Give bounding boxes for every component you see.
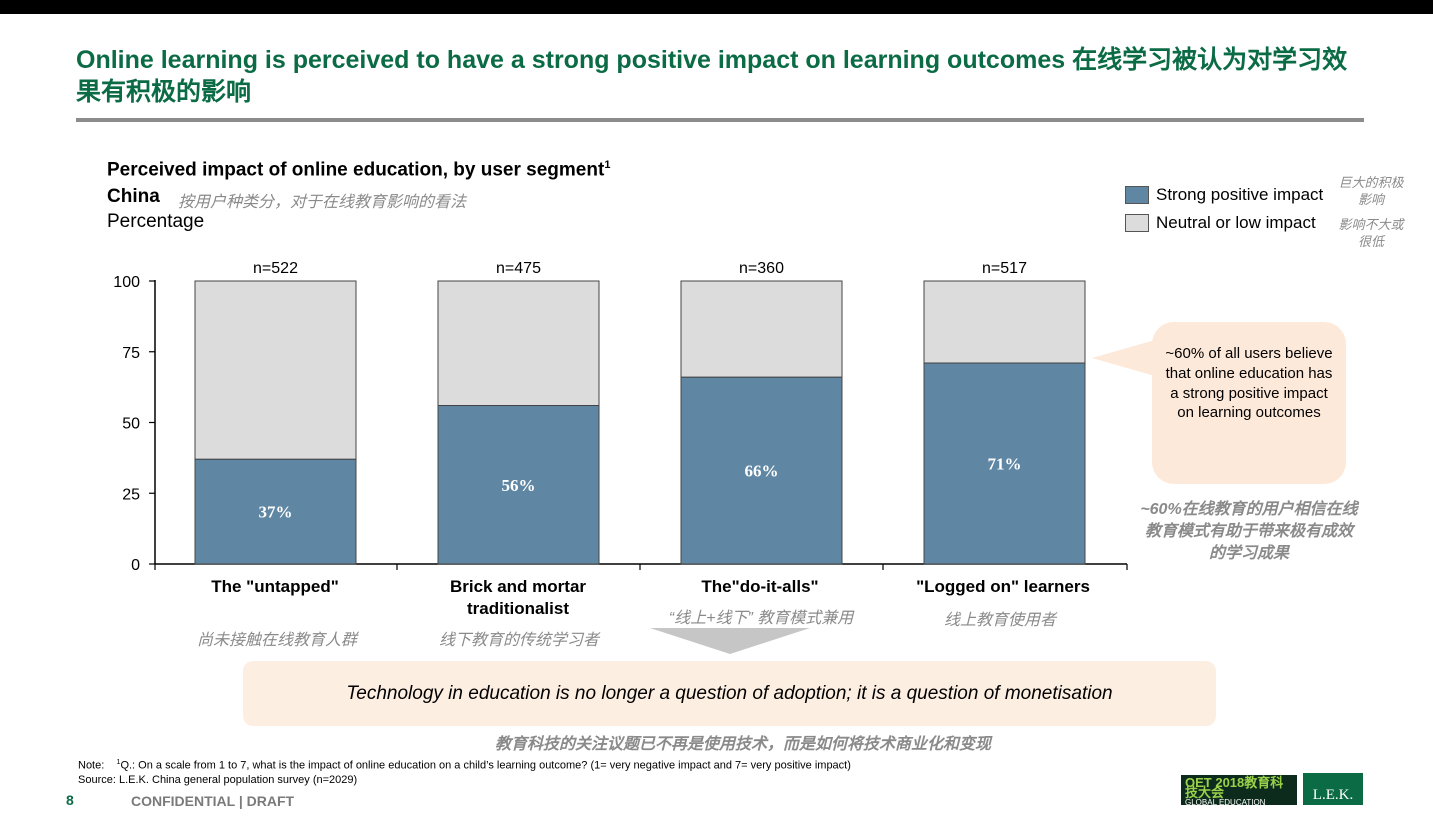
footnote-source-line: Source: L.E.K. China general population … — [78, 773, 851, 787]
sample-size-label: n=517 — [982, 260, 1027, 277]
y-tick-label: 25 — [122, 486, 140, 503]
legend-swatch-strong — [1125, 186, 1149, 204]
legend-label-neutral-cn: 影响不大或很低 — [1338, 217, 1404, 249]
bar-neutral — [680, 280, 843, 378]
chart-title-text: Perceived impact of online education, by… — [107, 159, 605, 181]
bar-value-label: 37% — [259, 503, 293, 522]
legend-label-neutral: Neutral or low impact — [1156, 213, 1316, 232]
oet-logo-subtitle: GLOBAL EDUCATION TECHNOLOGY — [1185, 798, 1266, 817]
top-black-bar — [0, 0, 1433, 14]
bar-strong — [680, 376, 843, 565]
oet-logo-title: OET 2018教育科技大会 — [1185, 775, 1284, 800]
footnote-note-label: Note: — [78, 759, 105, 772]
callout-text: ~60% of all users believe that online ed… — [1165, 345, 1333, 422]
footnote-source-label: Source: — [78, 773, 116, 786]
bar-strong — [194, 458, 357, 565]
category-label-logged-on: "Logged on" learners — [916, 577, 1090, 596]
chart-region: China — [107, 186, 160, 207]
conclusion-banner-text: Technology in education is no longer a q… — [346, 683, 1113, 704]
category-label-brick-mortar: Brick and mortar traditionalist — [449, 577, 587, 618]
callout-text-cn: ~60%在线教育的用户相信在线教育模式有助于带来极有成效的学习成果 — [1140, 501, 1358, 562]
bar-neutral — [194, 280, 357, 460]
page-number: 8 — [66, 792, 74, 808]
conclusion-banner-text-cn: 教育科技的关注议题已不再是使用技术，而是如何将技术商业化和变现 — [494, 736, 991, 753]
y-tick-label: 100 — [113, 274, 140, 291]
category-label-brick-mortar-cn: 线下教育的传统学习者 — [438, 632, 599, 649]
footnote-note-line: Note: 1Q.: On a scale from 1 to 7, what … — [78, 756, 851, 773]
bar-value-label: 66% — [745, 462, 779, 481]
category-label-logged-on-cn: 线上教育使用者 — [943, 612, 1056, 629]
title-divider — [76, 118, 1364, 122]
sample-size-label: n=522 — [253, 260, 298, 277]
sample-size-label: n=475 — [496, 260, 541, 277]
y-tick-label: 0 — [131, 557, 140, 574]
legend-swatch-neutral — [1125, 214, 1149, 232]
y-tick-label: 50 — [122, 416, 140, 433]
chart-title-footnote-marker: 1 — [604, 159, 611, 171]
bar-neutral — [437, 280, 600, 407]
bar-strong — [437, 405, 600, 565]
bar-value-label: 71% — [988, 455, 1022, 474]
page-title: Online learning is perceived to have a s… — [76, 46, 1348, 106]
legend-label-strong-cn: 巨大的积极影响 — [1338, 175, 1404, 207]
bar-neutral — [923, 280, 1086, 364]
chart-title: Perceived impact of online education, by… — [107, 159, 610, 181]
bar-value-label: 56% — [502, 476, 536, 495]
footnote-source-text: L.E.K. China general population survey (… — [118, 773, 358, 786]
category-label-do-it-alls: The"do-it-alls" — [701, 577, 819, 596]
category-label-untapped: The "untapped" — [211, 577, 339, 596]
footnote-note-text: Q.: On a scale from 1 to 7, what is the … — [120, 759, 851, 772]
chart-unit: Percentage — [107, 211, 205, 232]
legend-label-strong: Strong positive impact — [1156, 185, 1324, 204]
footnote-note-marker: 1 — [116, 759, 121, 766]
sample-size-label: n=360 — [739, 260, 784, 277]
oet-logo: OET 2018教育科技大会 GLOBAL EDUCATION TECHNOLO… — [1181, 775, 1297, 817]
category-label-do-it-alls-cn: “线上+线下” 教育模式兼用 — [668, 610, 854, 627]
bar-strong — [923, 362, 1086, 565]
chart-region-cn: 按用户种类分，对于在线教育影响的看法 — [178, 194, 467, 211]
category-label-untapped-cn: 尚未接触在线教育人群 — [196, 632, 357, 649]
lek-logo: L.E.K. — [1303, 773, 1363, 805]
conclusion-banner — [243, 661, 1216, 726]
confidentiality-label: CONFIDENTIAL | DRAFT — [131, 793, 295, 809]
y-tick-label: 75 — [122, 345, 140, 362]
callout-bubble — [1152, 322, 1346, 484]
footnote: Note: 1Q.: On a scale from 1 to 7, what … — [78, 756, 851, 787]
